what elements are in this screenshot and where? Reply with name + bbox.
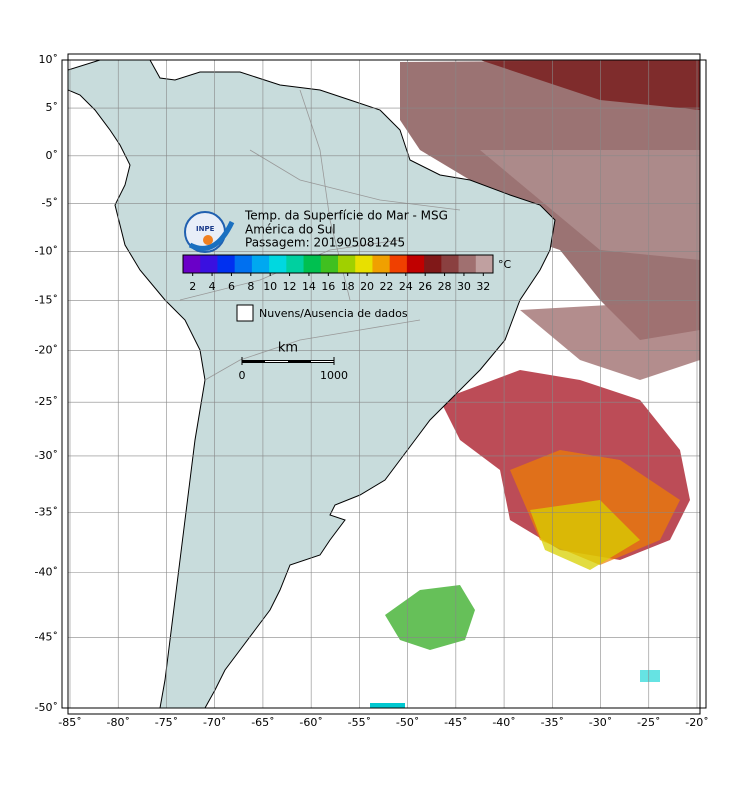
- colorbar-segment: [286, 255, 305, 273]
- colorbar-segment: [338, 255, 356, 273]
- frame-border: [61, 53, 707, 715]
- colorbar-tick-label: 20: [360, 280, 374, 293]
- x-tick-label: -45˚: [444, 716, 467, 729]
- colorbar-segment: [303, 255, 322, 273]
- colorbar-tick-label: 22: [379, 280, 393, 293]
- y-tick-label: -40˚: [35, 566, 58, 579]
- colorbar-tick-label: 8: [247, 280, 254, 293]
- pass-time: Passagem: 201905081245: [245, 236, 405, 250]
- y-tick-label: -20˚: [35, 344, 58, 357]
- y-tick-label: 0˚: [46, 149, 59, 162]
- logo-text: INPE: [196, 225, 215, 233]
- scale-unit: km: [278, 341, 298, 356]
- scale-bar: [241, 357, 335, 365]
- colorbar-tick-label: 24: [399, 280, 413, 293]
- logo: INPE: [184, 211, 235, 253]
- colorbar-segment: [217, 255, 236, 273]
- colorbar-segment: [251, 255, 270, 273]
- legend-label: Nuvens/Ausencia de dados: [259, 307, 408, 320]
- colorbar-segment: [183, 255, 201, 273]
- map-content: [68, 60, 700, 708]
- colorbar-segment: [355, 255, 373, 273]
- y-tick-label: 10˚: [39, 53, 59, 66]
- colorbar-tick-label: 14: [302, 280, 316, 293]
- ticks: -85˚ -80˚ -75˚ -70˚ -65˚ -60˚ -55˚ -50˚ -45˚ -40˚…: [35, 53, 709, 729]
- x-tick-label: -65˚: [251, 716, 274, 729]
- colorbar-segment: [406, 255, 425, 273]
- grid: [68, 60, 700, 708]
- y-tick-label: -25˚: [35, 395, 58, 408]
- colorbar-tick-label: 30: [457, 280, 471, 293]
- colorbar-border: [182, 254, 494, 274]
- colorbar-segment: [320, 255, 339, 273]
- colorbar-unit: °C: [498, 258, 512, 271]
- x-tick-label: -80˚: [106, 716, 129, 729]
- colorbar-tick-label: 10: [263, 280, 277, 293]
- sst-area-north-dark: [480, 60, 700, 110]
- x-tick-label: -35˚: [541, 716, 564, 729]
- y-tick-label: -45˚: [35, 630, 58, 643]
- y-tick-label: -15˚: [35, 294, 58, 307]
- colorbar-segment: [200, 255, 218, 273]
- colorbar-tick-label: 16: [321, 280, 335, 293]
- y-tick-label: -50˚: [35, 701, 58, 714]
- x-tick-label: -40˚: [492, 716, 515, 729]
- region: América do Sul: [245, 223, 336, 237]
- colorbar-tick-label: 12: [283, 280, 297, 293]
- x-tick-label: -20˚: [685, 716, 708, 729]
- colorbar: 2 4 6 8 10 12 14 16 18 20 22 24 26 28 30 32: [182, 254, 494, 293]
- colorbar-tick-label: 26: [418, 280, 432, 293]
- colorbar-tick-label: 6: [228, 280, 235, 293]
- colorbar-tick-label: 28: [438, 280, 452, 293]
- legend-swatch: [236, 304, 254, 322]
- colorbar-segment: [234, 255, 253, 273]
- y-tick-label: -30˚: [35, 449, 58, 462]
- colorbar-segment: [441, 255, 460, 273]
- colorbar-tick-label: 18: [341, 280, 355, 293]
- x-tick-label: -60˚: [299, 716, 322, 729]
- sst-area-mid: [520, 300, 700, 380]
- colorbar-tick-label: 32: [476, 280, 490, 293]
- x-tick-label: -70˚: [203, 716, 226, 729]
- x-tick-label: -30˚: [589, 716, 612, 729]
- x-tick-label: -75˚: [155, 716, 178, 729]
- scale-start: 0: [239, 369, 246, 382]
- x-tick-label: -50˚: [396, 716, 419, 729]
- sst-area-north-light: [480, 150, 700, 260]
- x-tick-label: -85˚: [58, 716, 81, 729]
- colorbar-segment: [475, 255, 494, 273]
- x-tick-label: -25˚: [637, 716, 660, 729]
- y-tick-label: 5˚: [46, 101, 59, 114]
- y-tick-label: -10˚: [35, 245, 58, 258]
- colorbar-tick-label: 4: [209, 280, 216, 293]
- colorbar-segment: [269, 255, 287, 273]
- sst-area-cyan: [640, 670, 660, 682]
- y-tick-label: -5˚: [42, 197, 58, 210]
- y-tick-label: -35˚: [35, 505, 58, 518]
- sst-area-cyan-south: [370, 703, 405, 708]
- colorbar-segment: [424, 255, 442, 273]
- colorbar-segment: [389, 255, 408, 273]
- title: Temp. da Superfície do Mar - MSG: [244, 209, 448, 223]
- colorbar-segment: [458, 255, 477, 273]
- colorbar-tick-label: 2: [189, 280, 196, 293]
- x-tick-label: -55˚: [348, 716, 371, 729]
- sst-area-yellow: [530, 500, 640, 570]
- scale-end: 1000: [320, 369, 348, 382]
- colorbar-segment: [372, 255, 391, 273]
